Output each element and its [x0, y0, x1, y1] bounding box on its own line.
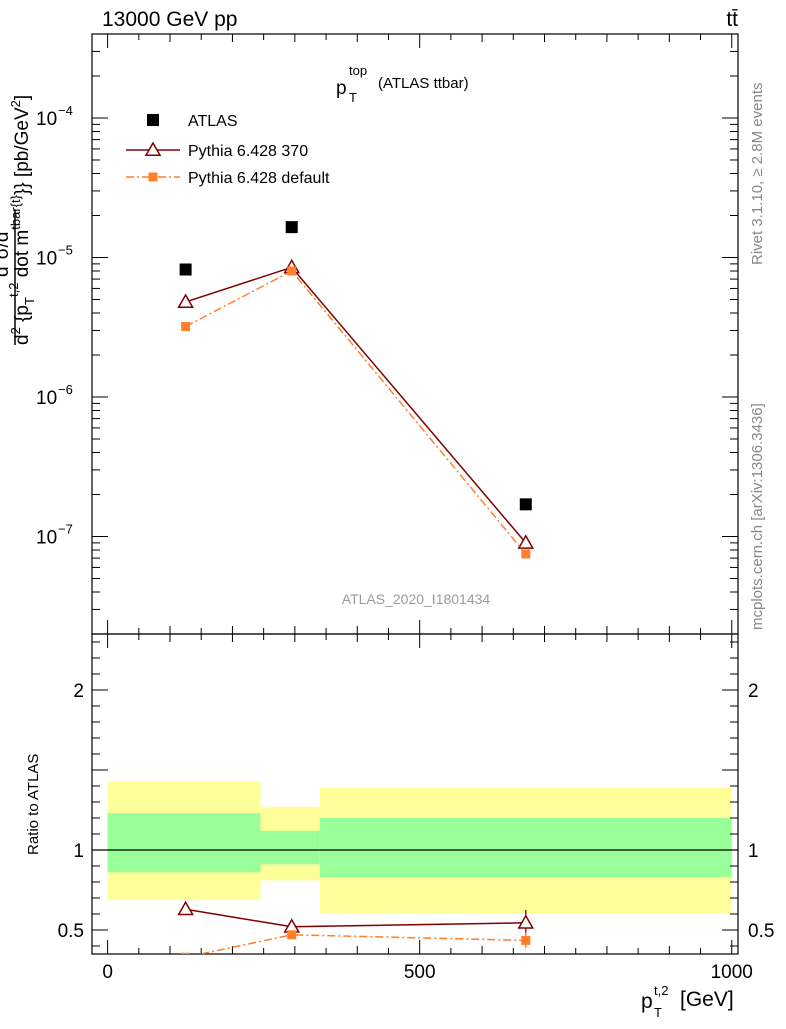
y-tick-label-right: 0.5 — [748, 921, 774, 942]
uncertainty-bands — [107, 781, 732, 914]
data-point — [521, 549, 531, 559]
chart-title: p top T (ATLAS ttbar) — [336, 63, 469, 105]
main-panel: 10−710−610−510−4 — [36, 33, 739, 635]
analysis-watermark: ATLAS_2020_I1801434 — [342, 591, 491, 607]
x-axis-label: p T t,2 [GeV] — [641, 983, 734, 1020]
title-sup: top — [349, 63, 367, 78]
mcplots-label: mcplots.cern.ch [arXiv:1306.3436] — [749, 403, 766, 630]
data-point — [181, 952, 191, 954]
rivet-label: Rivet 3.1.10, ≥ 2.8M events — [749, 83, 766, 266]
ratio-panel: 0 500 1000 0.5 0.5 1 1 2 2 — [58, 34, 774, 983]
data-point — [177, 900, 194, 916]
title-sub: T — [349, 90, 357, 105]
y-tick-label: 10 −5 — [36, 242, 73, 269]
svg-text:10: 10 — [36, 527, 57, 548]
title-suffix: (ATLAS ttbar) — [378, 75, 469, 92]
series-line — [185, 270, 527, 555]
y-tick-label: 10 −6 — [36, 382, 73, 409]
svg-text:t,2: t,2 — [654, 983, 668, 998]
svg-text:−4: −4 — [58, 103, 73, 118]
legend-label: Pythia 6.428 370 — [188, 143, 308, 160]
data-point — [144, 141, 162, 156]
y-tick-label: 10 −4 — [36, 103, 73, 130]
x-tick-label: 0 — [102, 962, 113, 983]
title-main: p — [336, 78, 347, 99]
data-point — [181, 322, 191, 332]
data-point — [521, 935, 531, 945]
data-point — [177, 293, 194, 308]
svg-text:[GeV]: [GeV] — [680, 988, 734, 1011]
data-point — [179, 263, 192, 276]
y-tick-label: 2 — [73, 681, 84, 702]
svg-text:d2σ/d: d2σ/d — [0, 232, 13, 277]
data-point — [517, 914, 535, 929]
main-series — [177, 221, 535, 559]
series-atlas — [179, 221, 532, 511]
ratio-series — [177, 900, 535, 954]
data-point — [287, 930, 297, 940]
series-pythia-6-428-370 — [177, 258, 535, 549]
energy-label: 13000 GeV pp — [102, 8, 237, 31]
legend-entry: ATLAS — [147, 113, 238, 130]
main-y-axis-label: d2 {pTt,2 dot mtbar{t}}} [pb/GeV2] d2σ/d — [0, 95, 37, 345]
svg-text:−7: −7 — [58, 521, 73, 536]
svg-text:10: 10 — [36, 109, 57, 130]
y-tick-label: 10 −7 — [36, 521, 73, 548]
x-ticks — [107, 34, 733, 954]
process-label: tt̄ — [726, 8, 738, 31]
svg-text:p: p — [336, 78, 347, 99]
data-point — [148, 172, 158, 182]
main-y-ticks — [92, 33, 738, 635]
legend-entry: Pythia 6.428 default — [126, 170, 330, 187]
ratio-frame — [91, 633, 739, 955]
data-point — [519, 498, 532, 511]
svg-text:T: T — [654, 1005, 662, 1020]
data-point — [287, 266, 297, 276]
y-tick-label-right: 1 — [748, 841, 759, 862]
svg-text:d2 {pTt,2 dot mtbar{t}}} [pb/G: d2 {pTt,2 dot mtbar{t}}} [pb/GeV2] — [6, 95, 37, 345]
svg-text:10: 10 — [36, 248, 57, 269]
series-line — [185, 266, 527, 544]
y-tick-label: 0.5 — [58, 921, 84, 942]
legend: ATLAS Pythia 6.428 370 Pythia 6.428 defaul… — [126, 113, 330, 187]
svg-text:p: p — [641, 990, 653, 1013]
legend-label: ATLAS — [188, 113, 238, 130]
ratio-y-axis-label: Ratio to ATLAS — [25, 754, 42, 855]
ratio-y-ticks — [92, 641, 738, 947]
svg-text:−6: −6 — [58, 382, 73, 397]
series-pythia-6-428-default — [181, 266, 531, 559]
svg-text:10: 10 — [36, 388, 57, 409]
data-point — [147, 114, 159, 126]
y-tick-label-right: 2 — [748, 681, 759, 702]
data-point — [517, 534, 535, 549]
band-inner — [319, 818, 732, 878]
svg-text:−5: −5 — [58, 242, 73, 257]
x-tick-label: 500 — [404, 962, 436, 983]
band-inner — [260, 830, 320, 865]
x-tick-label: 1000 — [711, 962, 753, 983]
ratio-series-pythia-6-428-default — [181, 930, 531, 954]
legend-label: Pythia 6.428 default — [188, 170, 330, 187]
y-tick-label: 1 — [73, 841, 84, 862]
band-inner — [107, 813, 261, 873]
data-point — [285, 221, 298, 234]
legend-entry: Pythia 6.428 370 — [126, 141, 308, 160]
